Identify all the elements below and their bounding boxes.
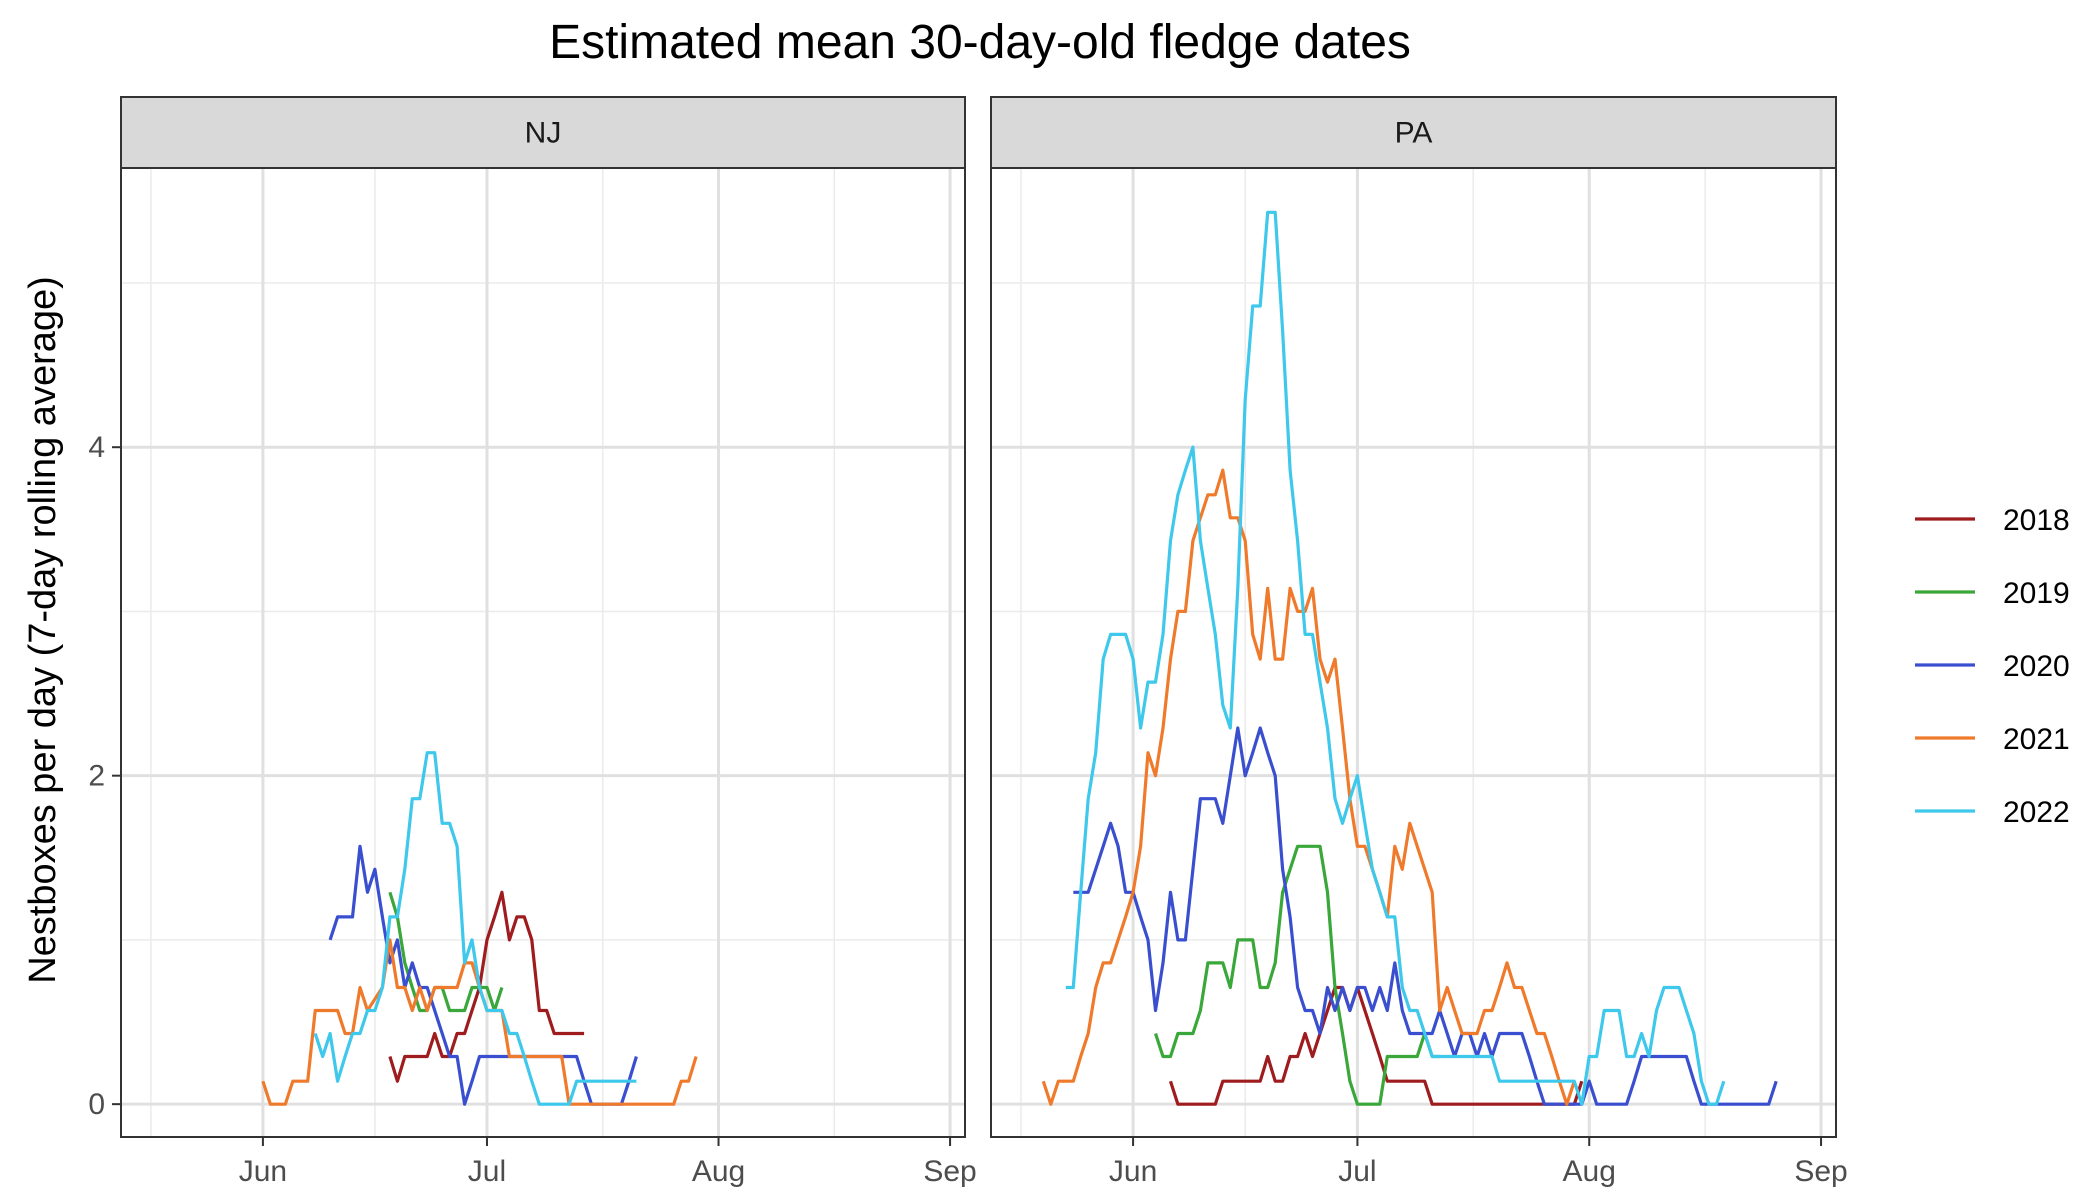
panels-group: NJ Jun Jul Aug Sep 0 2 4 PA Jun Jul Aug Sep — [88, 96, 1848, 1188]
x-tick-label: Sep — [923, 1155, 976, 1188]
y-tick-label: 0 — [88, 1088, 105, 1121]
y-axis-label: Nestboxes per day (7-day rolling average… — [22, 276, 64, 984]
legend-label-2018: 2018 — [2003, 504, 2070, 537]
x-tick-label: Jul — [1338, 1155, 1376, 1188]
y-tick-label: 2 — [88, 760, 105, 793]
legend-label-2022: 2022 — [2003, 796, 2070, 829]
series-lines — [1041, 210, 1778, 1106]
x-tick-label: Aug — [1563, 1155, 1616, 1188]
panel-pa: PA Jun Jul Aug Sep — [990, 96, 1848, 1188]
facet-label: NJ — [525, 117, 562, 150]
series-line-2022 — [1065, 210, 1726, 1106]
facet-strip — [990, 96, 1837, 169]
legend-label-2020: 2020 — [2003, 650, 2070, 683]
x-tick-label: Jul — [468, 1155, 506, 1188]
facet-strip — [120, 96, 966, 169]
x-tick-label: Sep — [1794, 1155, 1847, 1188]
y-tick-label: 4 — [88, 431, 105, 464]
panel-nj: NJ Jun Jul Aug Sep 0 2 4 — [88, 96, 977, 1188]
legend: 2018 2019 2020 2021 2022 — [1915, 504, 2070, 829]
series-line-2022 — [313, 751, 637, 1106]
x-tick-label: Jun — [239, 1155, 287, 1188]
series-line-2018 — [1168, 985, 1584, 1106]
series-line-2021 — [261, 938, 698, 1106]
series-line-2020 — [1073, 726, 1778, 1106]
x-tick-label: Aug — [692, 1155, 745, 1188]
series-line-2019 — [1153, 844, 1440, 1106]
series-lines — [261, 751, 698, 1106]
legend-label-2019: 2019 — [2003, 577, 2070, 610]
x-tick-label: Jun — [1109, 1155, 1157, 1188]
panel-border — [120, 167, 966, 1138]
legend-label-2021: 2021 — [2003, 723, 2070, 756]
facet-label: PA — [1395, 117, 1433, 150]
series-line-2021 — [1041, 468, 1576, 1106]
panel-border — [990, 167, 1837, 1138]
chart-title: Estimated mean 30-day-old fledge dates — [549, 16, 1411, 69]
